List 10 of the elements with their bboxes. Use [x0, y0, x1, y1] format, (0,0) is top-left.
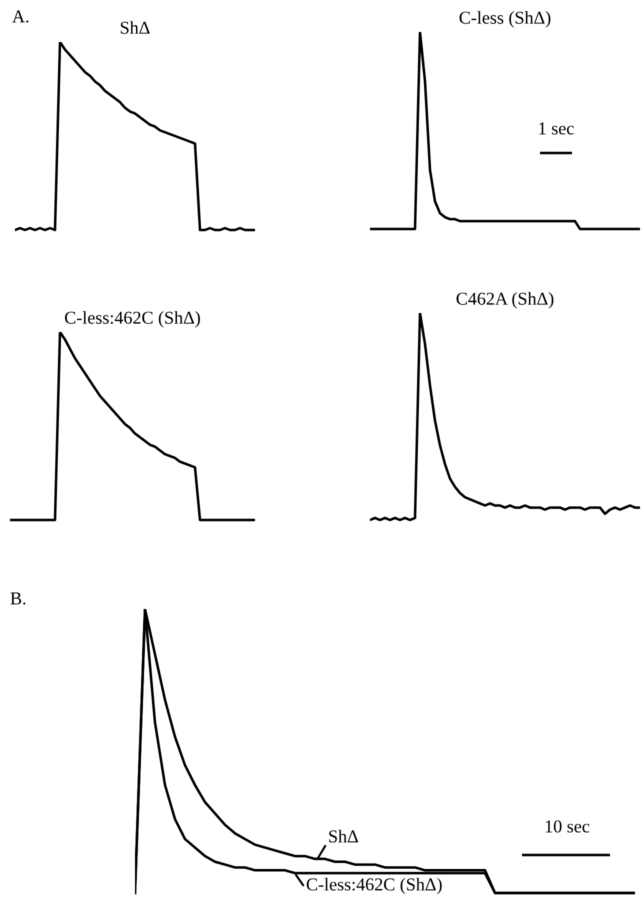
series-label: ShΔ	[329, 830, 358, 843]
chart-title: C-less (ShΔ)	[460, 11, 550, 28]
chart-title: C-less:462C (ShΔ)	[64, 311, 200, 328]
chart-title: C462A (ShΔ)	[456, 292, 554, 309]
legend-label: C-less:462C (ShΔ)	[306, 878, 442, 894]
annotation: 1 sec	[539, 122, 574, 135]
text: A.	[12, 10, 28, 23]
annotation: 10 sec	[546, 820, 590, 833]
text: B.	[10, 592, 26, 605]
chart-title: ShΔ	[120, 21, 150, 34]
